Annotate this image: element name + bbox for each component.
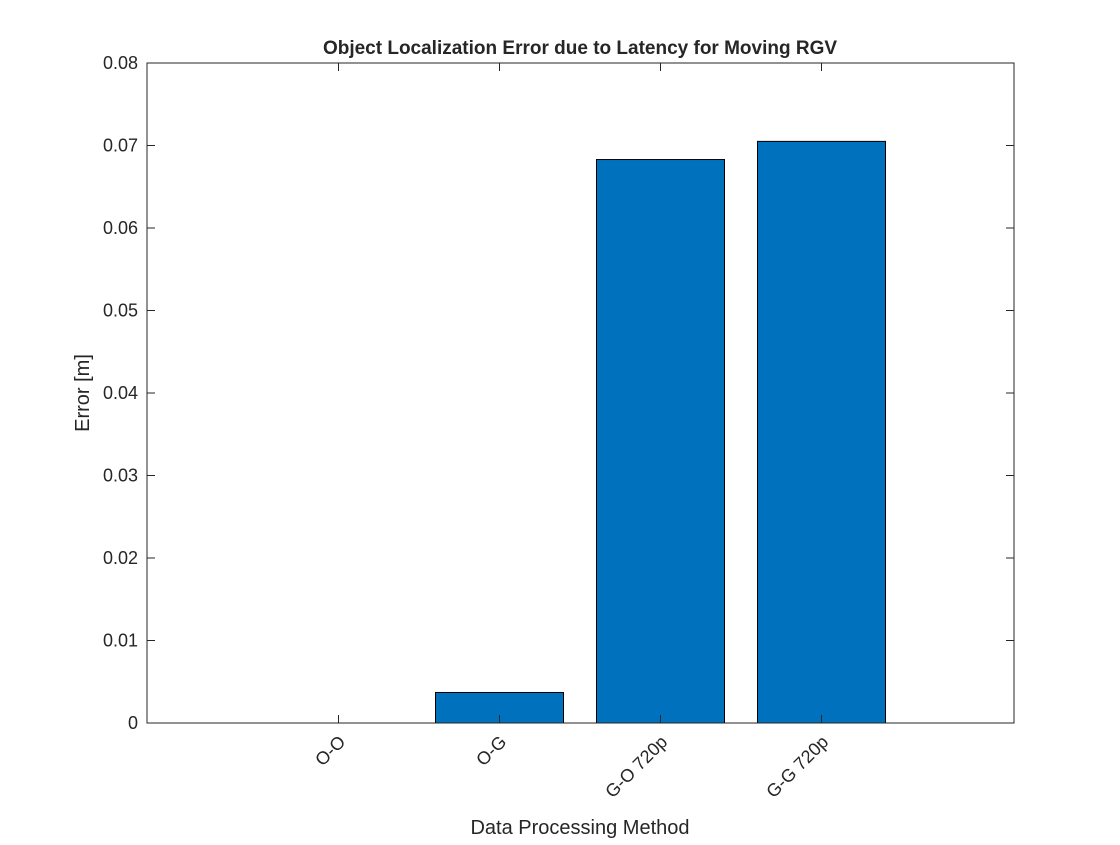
y-tick-label: 0 <box>128 713 138 733</box>
chart-title: Object Localization Error due to Latency… <box>323 38 837 59</box>
y-tick-label: 0.08 <box>103 53 138 73</box>
y-tick-label: 0.03 <box>103 466 138 486</box>
y-axis-label: Error [m] <box>72 354 94 432</box>
bar-g-o-720p <box>596 159 725 724</box>
y-tick-label: 0.02 <box>103 548 138 568</box>
y-tick-label: 0.06 <box>103 218 138 238</box>
bars-group <box>435 140 886 724</box>
x-tick-label: O-G <box>472 732 510 770</box>
x-tick-label: O-O <box>311 732 349 770</box>
y-tick-label: 0.04 <box>103 383 138 403</box>
x-tick-label: G-G 720p <box>762 732 832 802</box>
bar-g-g-720p <box>757 140 886 724</box>
x-tick-labels: O-O O-G G-O 720p G-G 720p <box>311 732 832 802</box>
y-tick-labels: 0 0.01 0.02 0.03 0.04 0.05 0.06 0.07 0.08 <box>103 53 138 733</box>
x-tick-label: G-O 720p <box>601 732 671 802</box>
y-tick-label: 0.05 <box>103 301 138 321</box>
y-tick-label: 0.07 <box>103 136 138 156</box>
plot-box <box>146 62 1015 724</box>
y-tick-label: 0.01 <box>103 631 138 651</box>
x-axis-label: Data Processing Method <box>470 817 689 839</box>
